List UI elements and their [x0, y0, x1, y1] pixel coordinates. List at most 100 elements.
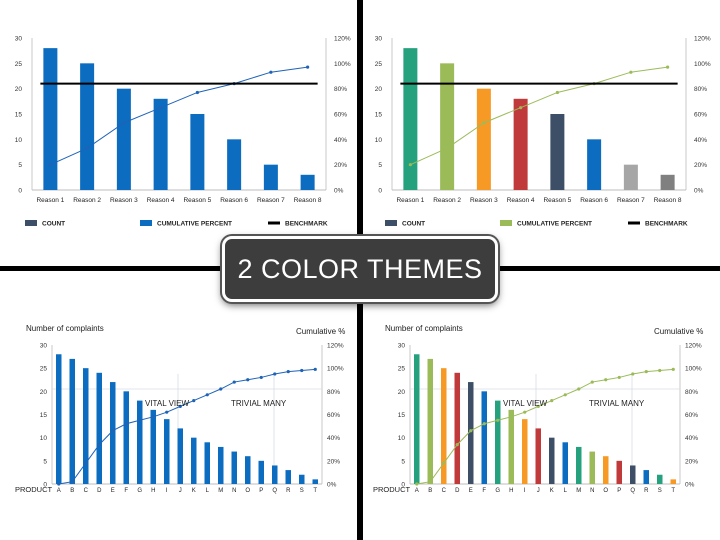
x-tick-label: M: [576, 488, 581, 494]
x-tick-label: Reason 2: [73, 197, 101, 204]
y-tick-label: 15: [398, 412, 406, 419]
y-tick-label: 30: [375, 36, 383, 43]
x-tick-label: Reason 3: [110, 197, 138, 204]
y2-tick-label: 40%: [334, 137, 347, 144]
annotation-label: VITAL VIEW: [503, 399, 547, 408]
cumulative-point: [509, 415, 513, 419]
chart-4-multicolor: 0 5 10 15 20 25 30 0% 20% 40% 60% 80% 100% 120% A B C D E F…: [373, 324, 703, 494]
cumulative-point: [555, 90, 559, 95]
bar-g: [495, 400, 501, 484]
cumulative-point: [313, 367, 317, 371]
y-tick-label: 5: [378, 162, 382, 169]
x-tick-label: M: [218, 488, 223, 494]
x-tick-label: Reason 6: [580, 197, 608, 204]
bar-reason-2: [80, 63, 95, 191]
bar-b: [69, 358, 75, 484]
x-tick-label: Reason 7: [617, 197, 645, 204]
x-tick-label: I: [166, 488, 168, 494]
bar-q: [630, 465, 636, 484]
y-tick-label: 15: [40, 412, 48, 419]
cumulative-point: [617, 375, 621, 380]
bar-a: [56, 354, 62, 484]
x-tick-label: Reason 4: [507, 197, 535, 204]
y2-tick-label: 60%: [694, 112, 707, 119]
cumulative-point: [138, 418, 142, 422]
bar-a: [414, 354, 420, 484]
bar-l: [562, 442, 568, 484]
x-tick-label: Reason 8: [294, 197, 322, 204]
bar-reason-1: [403, 48, 418, 191]
x-tick-label: Reason 1: [396, 197, 424, 204]
y-tick-label: 25: [398, 366, 406, 373]
cumulative-point: [658, 368, 662, 373]
y2-tick-label: 100%: [327, 366, 344, 373]
y2-tick-label: 0%: [685, 482, 695, 489]
bar-p: [616, 460, 622, 484]
x-tick-label: E: [111, 488, 115, 494]
y-tick-label: 25: [40, 366, 48, 373]
x-tick-label: G: [495, 488, 500, 494]
cumulative-point: [496, 418, 500, 422]
legend-label: CUMULATIVE PERCENT: [157, 221, 232, 228]
x-tick-label: Q: [272, 488, 277, 494]
bar-reason-3: [116, 88, 131, 190]
cumulative-point: [205, 393, 209, 397]
y-tick-label: 0: [43, 482, 47, 489]
cumulative-point: [111, 429, 115, 433]
y-tick-label: 0: [378, 188, 382, 195]
y2-tick-label: 120%: [685, 343, 702, 350]
legend-swatch: [500, 220, 512, 226]
x-tick-label: R: [644, 488, 649, 494]
cumulative-point: [165, 410, 169, 414]
cumulative-point: [415, 482, 419, 486]
y-tick-label: 20: [398, 389, 406, 396]
legend-label: COUNT: [402, 221, 425, 228]
y2-tick-label: 60%: [334, 112, 347, 119]
x-tick-label: B: [70, 488, 74, 494]
bar-k: [549, 437, 555, 484]
bar-h: [150, 409, 156, 484]
cumulative-point: [219, 387, 223, 391]
bar-reason-7: [623, 164, 638, 190]
y2-tick-label: 80%: [694, 86, 707, 93]
bar-reason-4: [513, 98, 528, 190]
y-tick-label: 0: [18, 188, 22, 195]
cumulative-line: [410, 66, 668, 166]
cumulative-point: [629, 70, 633, 74]
bar-i: [522, 419, 528, 484]
x-tick-label: K: [550, 488, 554, 494]
annotation-label: VITAL VIEW: [145, 399, 189, 408]
cumulative-point: [273, 372, 277, 376]
cumulative-point: [306, 65, 310, 69]
bar-s: [299, 474, 305, 484]
bar-reason-3: [476, 88, 491, 190]
cumulative-point: [246, 378, 250, 382]
horizontal-divider-right: [498, 266, 720, 271]
cumulative-line: [50, 66, 308, 166]
chart-1-blue: 0 5 10 15 20 25 30 0% 20% 40% 60% 80% 100% 120% Reason…: [15, 36, 351, 228]
cumulative-point: [631, 372, 635, 376]
cumulative-point: [178, 404, 182, 408]
cumulative-point: [482, 121, 486, 125]
x-tick-label: N: [232, 488, 236, 494]
y2-tick-label: 80%: [334, 86, 347, 93]
cumulative-line: [58, 368, 316, 485]
x-tick-label: Reason 1: [36, 197, 64, 204]
cumulative-point: [286, 370, 290, 374]
legend-swatch: [25, 220, 37, 226]
bar-d: [454, 372, 460, 484]
bar-reason-8: [300, 174, 315, 190]
x-tick-label: Reason 8: [654, 197, 682, 204]
y2-tick-label: 20%: [334, 162, 347, 169]
bar-d: [96, 372, 102, 484]
x-axis-title: PRODUCT: [15, 485, 53, 494]
y-tick-label: 0: [401, 482, 405, 489]
bar-n: [231, 451, 237, 484]
x-tick-label: H: [151, 488, 155, 494]
x-tick-label: Reason 2: [433, 197, 461, 204]
cumulative-point: [151, 415, 155, 419]
x-axis-title: PRODUCT: [373, 485, 411, 494]
bar-reason-7: [263, 164, 278, 190]
x-tick-label: O: [245, 488, 250, 494]
bar-reason-8: [660, 174, 675, 190]
